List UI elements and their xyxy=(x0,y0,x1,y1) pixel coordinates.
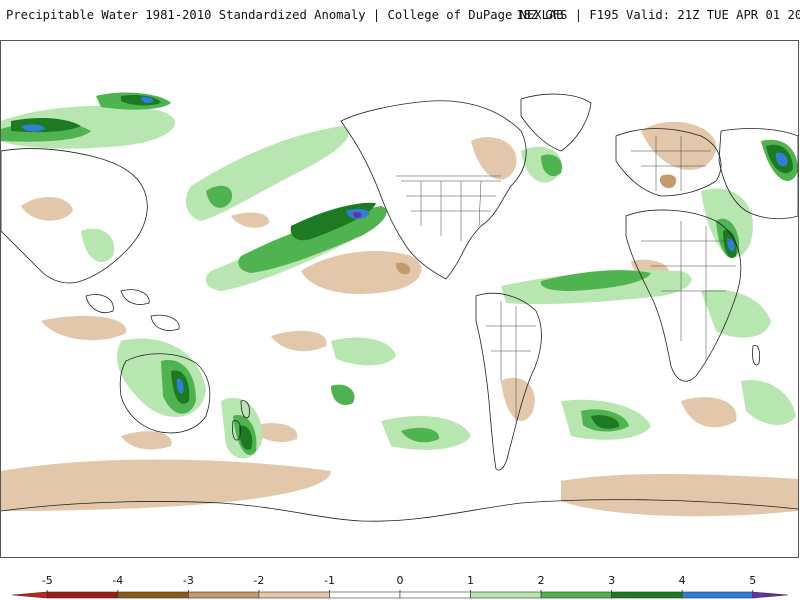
dry-anomaly-area xyxy=(659,174,677,189)
colorbar-tick-label: 2 xyxy=(537,574,545,587)
colorbar-tick-label: -4 xyxy=(112,574,124,587)
colorbar-tick-label: 4 xyxy=(678,574,686,587)
colorbar-bin xyxy=(611,591,683,599)
dry-anomaly-area xyxy=(21,196,73,221)
colorbar-bin xyxy=(681,591,754,599)
coastline-islands xyxy=(85,294,114,313)
dry-anomaly-area xyxy=(121,431,172,450)
colorbar-tick-label: -1 xyxy=(323,574,335,587)
colorbar-tick-label: -2 xyxy=(253,574,265,587)
coastline-islands xyxy=(150,314,180,331)
dry-anomaly-area xyxy=(501,377,535,421)
moist-anomaly-area xyxy=(185,126,349,221)
moist-anomaly-area xyxy=(239,425,253,450)
moist-anomaly-area xyxy=(331,337,396,366)
colorbar-bin xyxy=(188,591,260,599)
dry-anomaly-area xyxy=(231,212,270,228)
coastline-islands xyxy=(120,289,150,305)
model-run-info: 18Z GFS | F195 Valid: 21Z TUE APR 01 202… xyxy=(516,8,800,22)
colorbar-tick-label: 3 xyxy=(608,574,616,587)
moist-anomaly-area xyxy=(176,378,184,394)
colorbar-legend: -5 -4 -3 -2 -1 0 1 2 3 4 5 xyxy=(0,570,800,600)
moist-anomaly-area xyxy=(121,94,161,106)
moist-anomaly-area xyxy=(141,96,154,103)
coastline-asia-east xyxy=(718,128,798,220)
title-bar: Precipitable Water 1981-2010 Standardize… xyxy=(0,0,800,30)
south-america-borders xyxy=(486,301,536,421)
dry-anomaly-area xyxy=(41,315,127,341)
dry-anomaly-area xyxy=(471,137,517,180)
dry-anomaly-area xyxy=(681,397,737,428)
coastline-south-america xyxy=(475,292,542,471)
colorbar-bin xyxy=(258,591,330,599)
colorbar-bin xyxy=(399,591,471,599)
extreme-moist-layer xyxy=(353,212,362,218)
coastlines xyxy=(1,93,798,522)
dry-anomaly-area xyxy=(395,262,411,275)
colorbar xyxy=(11,590,789,599)
europe-borders xyxy=(631,136,711,191)
colorbar-bin xyxy=(540,591,612,599)
moist-anomaly-area xyxy=(775,152,788,167)
colorbar-tick-label: 1 xyxy=(467,574,475,587)
moist-anomaly-area xyxy=(741,380,796,426)
colorbar-tick-label: 5 xyxy=(749,574,757,587)
colorbar-bin xyxy=(470,591,542,599)
colorbar-bin xyxy=(11,591,48,599)
coastline-greenland xyxy=(520,93,592,152)
coastline-asia xyxy=(1,148,148,284)
moist-anomaly-area xyxy=(81,228,115,263)
dry-anomaly-area xyxy=(1,459,331,511)
map-canvas xyxy=(1,92,798,522)
moist-anomaly-area xyxy=(541,154,563,177)
moist-anomaly-area xyxy=(353,212,362,218)
us-state-borders xyxy=(401,180,501,241)
coastline-australia xyxy=(119,353,211,434)
colorbar-tick-label: 0 xyxy=(396,574,404,587)
dry-anomaly-area xyxy=(561,474,798,517)
moist-anomaly-area xyxy=(727,238,735,252)
dry-anomaly-area xyxy=(641,121,717,170)
colorbar-bin xyxy=(752,591,789,599)
map-title: Precipitable Water 1981-2010 Standardize… xyxy=(6,8,564,22)
colorbar-bin xyxy=(329,591,401,599)
colorbar-tick-label: -5 xyxy=(41,574,53,587)
political-borders xyxy=(396,136,736,421)
coastline-antarctica xyxy=(1,499,798,522)
dry-anomaly-area xyxy=(301,251,422,295)
moist-anomaly-area xyxy=(206,185,232,208)
dry-anomaly-area xyxy=(271,330,327,352)
colorbar-tick-label: -3 xyxy=(182,574,194,587)
moist-anomaly-area xyxy=(21,124,45,132)
colorbar-bin xyxy=(117,591,189,599)
coastline-madagascar xyxy=(752,344,761,366)
coastline-north-america xyxy=(340,100,527,280)
moist-anomaly-area xyxy=(701,289,771,338)
coastline-africa xyxy=(625,209,742,382)
coastline-new-zealand xyxy=(232,420,241,441)
high-moist-layer xyxy=(11,94,793,450)
moist-anomaly-area xyxy=(540,270,651,291)
dry-anomaly-layer xyxy=(1,121,798,517)
moist-anomaly-area xyxy=(591,415,620,429)
coastline-new-zealand xyxy=(240,400,250,419)
moist-anomaly-area xyxy=(331,384,355,406)
moist-anomaly-area xyxy=(401,427,440,443)
anomaly-map xyxy=(0,40,799,558)
africa-borders xyxy=(641,221,736,361)
coastline-europe xyxy=(615,128,722,197)
colorbar-bin xyxy=(46,591,119,599)
